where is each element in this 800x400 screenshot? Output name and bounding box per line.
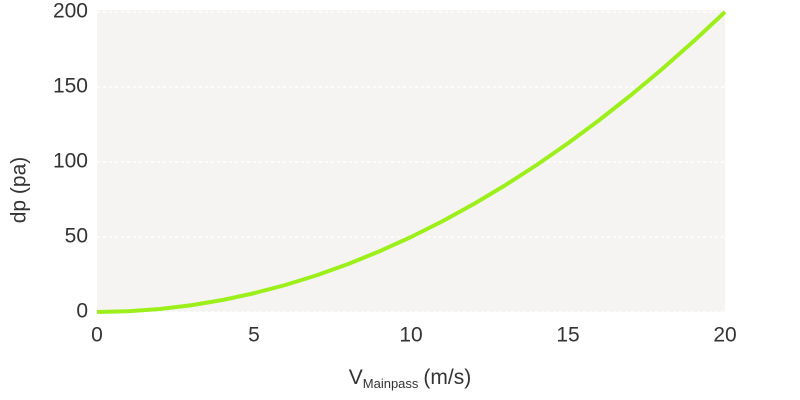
x-axis-label: VMainpass (m/s) xyxy=(349,366,471,392)
x-label-main: V xyxy=(349,366,363,389)
data-line xyxy=(96,10,727,314)
y-tick-label: 100 xyxy=(53,150,88,173)
x-label-sub: Mainpass xyxy=(363,376,419,391)
y-tick-label: 0 xyxy=(76,300,88,323)
x-tick-label: 15 xyxy=(556,324,579,347)
y-tick-label: 50 xyxy=(65,225,88,248)
y-axis-label: dp (pa) xyxy=(8,157,31,224)
x-tick-label: 20 xyxy=(713,324,736,347)
x-label-unit: (m/s) xyxy=(423,366,471,389)
y-tick-label: 150 xyxy=(53,75,88,98)
x-tick-label: 5 xyxy=(248,324,260,347)
x-tick-label: 0 xyxy=(91,324,103,347)
y-tick-label: 200 xyxy=(53,0,88,23)
plot-background xyxy=(97,10,725,312)
x-tick-label: 10 xyxy=(399,324,422,347)
